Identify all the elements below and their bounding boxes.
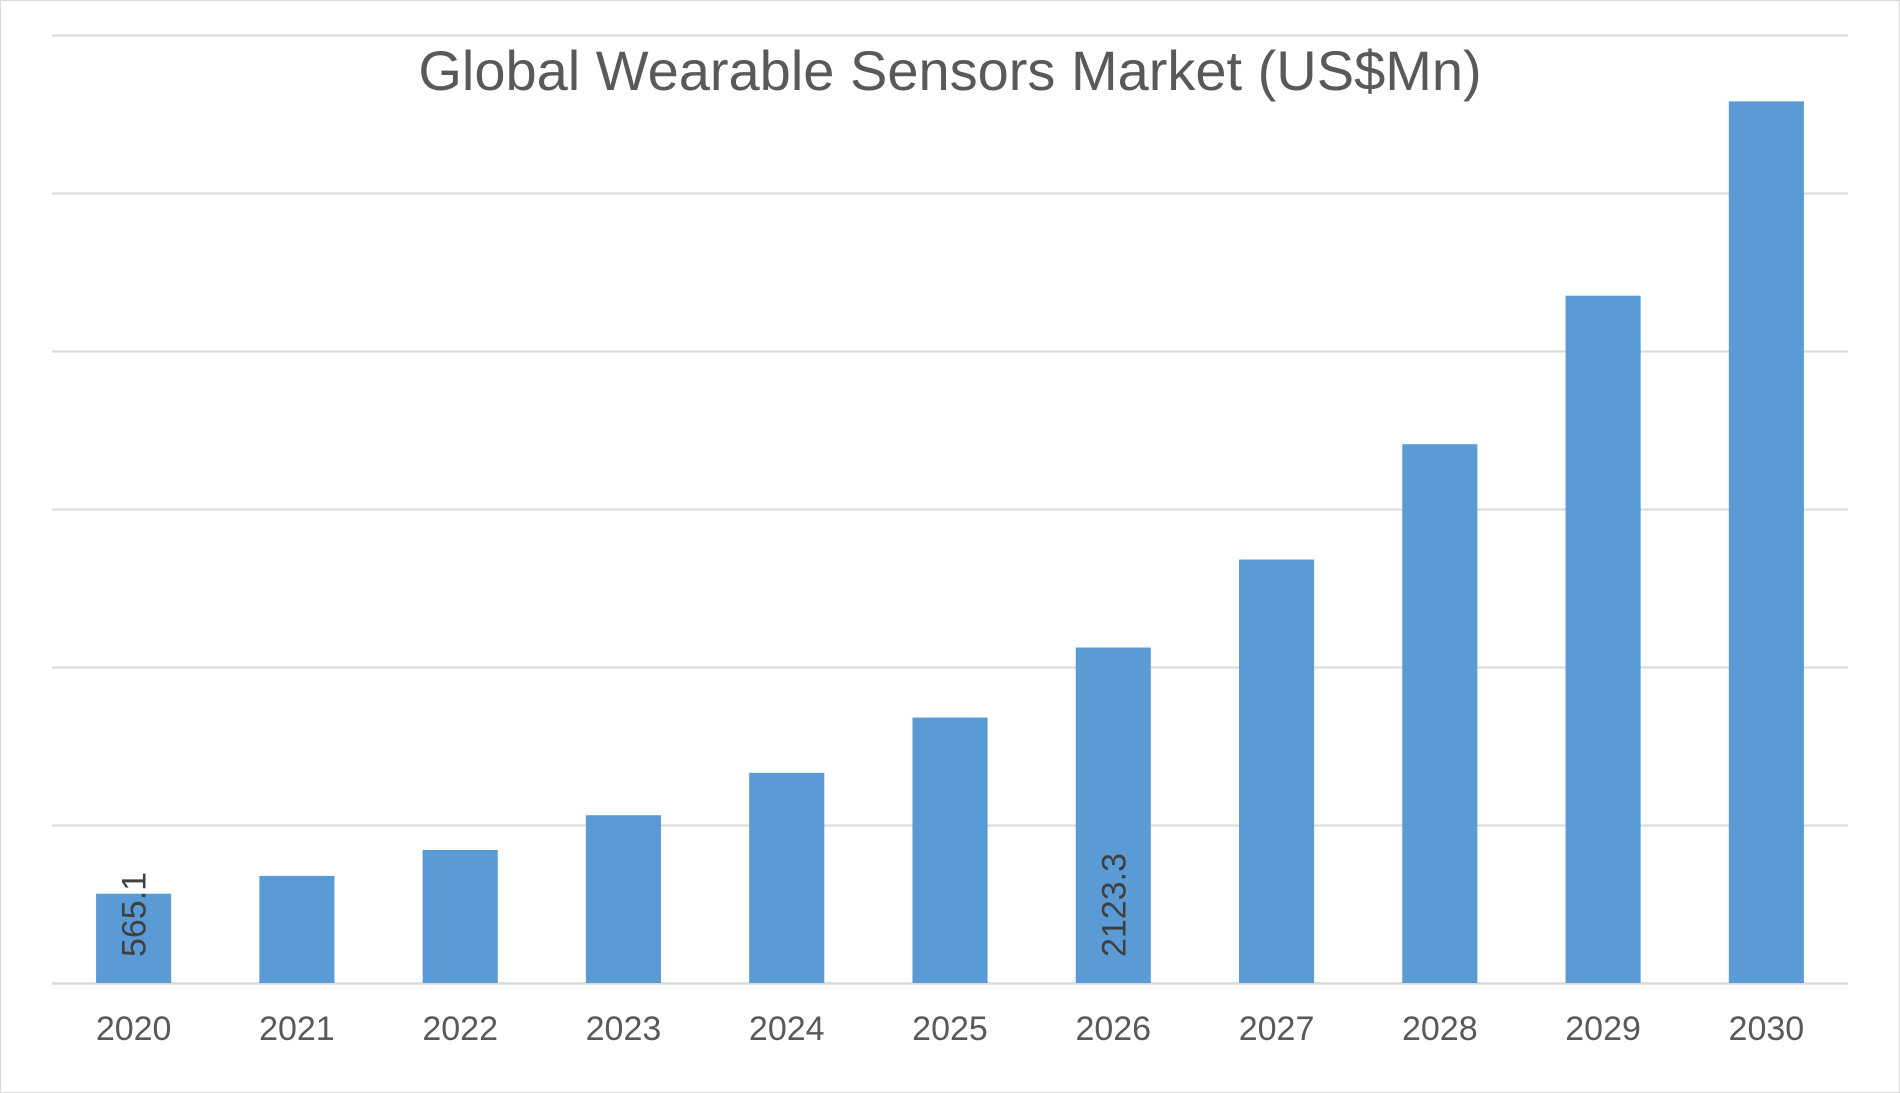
bar-2020: [96, 893, 172, 983]
gridlines: [52, 34, 1848, 985]
bar-2021: [259, 875, 335, 983]
x-axis-tick-labels: 2020 2021 2022 2023 2024 2025 2026 2027 2028 2029…: [96, 1010, 1804, 1048]
x-tick-label-2022: 2022: [422, 1010, 498, 1048]
bar-2024: [749, 772, 825, 983]
bar-2023: [585, 815, 662, 983]
bars: [96, 101, 1804, 984]
x-tick-label-2024: 2024: [749, 1010, 825, 1048]
data-label-2020: 565.1: [116, 872, 154, 957]
bar-2022: [422, 849, 498, 983]
x-tick-label-2028: 2028: [1402, 1010, 1478, 1048]
x-tick-label-2026: 2026: [1075, 1010, 1151, 1048]
bar-2025: [912, 717, 988, 983]
x-tick-label-2020: 2020: [96, 1010, 172, 1048]
x-tick-label-2029: 2029: [1565, 1010, 1641, 1048]
bar-2027: [1238, 559, 1315, 983]
x-tick-label-2030: 2030: [1729, 1010, 1805, 1048]
bar-2030: [1728, 101, 1804, 984]
data-labels: 565.1 2123.3: [116, 853, 1134, 957]
data-label-2026: 2123.3: [1095, 853, 1133, 957]
x-tick-label-2025: 2025: [912, 1010, 988, 1048]
bar-2026: [1075, 647, 1151, 983]
x-tick-label-2021: 2021: [259, 1010, 335, 1048]
chart-title: Global Wearable Sensors Market (US$Mn): [418, 39, 1482, 102]
bar-2028: [1402, 444, 1478, 984]
bar-2029: [1565, 295, 1641, 983]
x-tick-label-2027: 2027: [1239, 1010, 1315, 1048]
x-tick-label-2023: 2023: [586, 1010, 662, 1048]
